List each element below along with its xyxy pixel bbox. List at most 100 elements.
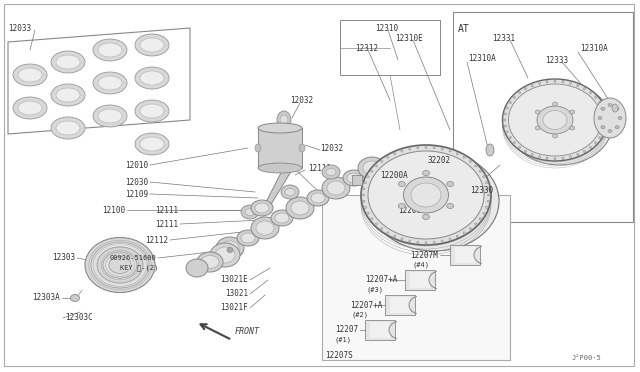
Text: 12303A: 12303A — [32, 294, 60, 302]
Text: 12111: 12111 — [155, 219, 178, 228]
Ellipse shape — [280, 115, 288, 125]
Text: 12312: 12312 — [355, 44, 378, 52]
Ellipse shape — [281, 185, 299, 199]
Ellipse shape — [602, 131, 605, 133]
Text: 12310E: 12310E — [395, 33, 423, 42]
Bar — [390, 297, 410, 313]
Ellipse shape — [552, 102, 557, 106]
Ellipse shape — [584, 87, 586, 90]
Ellipse shape — [109, 257, 131, 273]
Ellipse shape — [486, 144, 494, 156]
Bar — [385, 295, 415, 315]
Ellipse shape — [251, 200, 273, 216]
Ellipse shape — [380, 160, 383, 162]
Ellipse shape — [271, 210, 293, 226]
Ellipse shape — [93, 72, 127, 94]
Ellipse shape — [595, 142, 597, 144]
Ellipse shape — [425, 241, 427, 244]
Ellipse shape — [518, 146, 520, 149]
Ellipse shape — [608, 129, 612, 132]
Ellipse shape — [506, 107, 508, 109]
Ellipse shape — [366, 212, 369, 214]
Ellipse shape — [594, 98, 626, 138]
Ellipse shape — [598, 116, 602, 119]
Ellipse shape — [398, 203, 405, 208]
Text: 12109: 12109 — [125, 189, 148, 199]
Ellipse shape — [447, 182, 454, 186]
Ellipse shape — [601, 126, 605, 129]
Ellipse shape — [361, 145, 491, 245]
Ellipse shape — [441, 147, 444, 150]
Bar — [455, 247, 475, 263]
Bar — [450, 245, 480, 265]
Ellipse shape — [258, 163, 302, 173]
Ellipse shape — [135, 100, 169, 122]
Ellipse shape — [546, 157, 548, 160]
Ellipse shape — [275, 134, 285, 142]
Ellipse shape — [479, 218, 482, 220]
Text: (#3): (#3) — [367, 287, 384, 293]
Ellipse shape — [475, 223, 477, 225]
Ellipse shape — [504, 113, 507, 115]
Text: 12310: 12310 — [375, 23, 398, 32]
Ellipse shape — [327, 181, 345, 195]
Ellipse shape — [140, 137, 164, 151]
Ellipse shape — [506, 131, 508, 133]
Ellipse shape — [509, 84, 602, 156]
Ellipse shape — [241, 205, 259, 219]
Ellipse shape — [543, 110, 567, 129]
Bar — [405, 270, 435, 290]
Ellipse shape — [245, 208, 255, 215]
Ellipse shape — [584, 150, 586, 153]
Ellipse shape — [538, 155, 540, 158]
Ellipse shape — [93, 39, 127, 61]
Text: 12032: 12032 — [320, 144, 343, 153]
Ellipse shape — [504, 125, 507, 127]
Ellipse shape — [277, 111, 291, 129]
Ellipse shape — [291, 201, 309, 215]
Ellipse shape — [380, 228, 383, 230]
Text: 12333: 12333 — [545, 55, 568, 64]
Ellipse shape — [186, 259, 208, 277]
Text: 12100: 12100 — [102, 205, 125, 215]
Ellipse shape — [463, 155, 465, 158]
Ellipse shape — [513, 142, 515, 144]
Ellipse shape — [237, 230, 259, 246]
Ellipse shape — [538, 81, 540, 84]
Text: 13021: 13021 — [225, 289, 248, 298]
Polygon shape — [8, 28, 190, 134]
Ellipse shape — [369, 151, 499, 251]
Bar — [365, 320, 395, 340]
Ellipse shape — [535, 126, 540, 130]
Ellipse shape — [135, 34, 169, 56]
Ellipse shape — [311, 193, 325, 203]
Ellipse shape — [197, 252, 223, 272]
Text: 12310A: 12310A — [580, 44, 608, 52]
Ellipse shape — [56, 55, 80, 69]
Ellipse shape — [227, 247, 233, 253]
Ellipse shape — [417, 146, 419, 149]
Ellipse shape — [508, 83, 612, 165]
Ellipse shape — [449, 149, 451, 152]
Ellipse shape — [456, 152, 459, 155]
Bar — [258, 128, 302, 168]
Bar — [453, 12, 633, 222]
Ellipse shape — [456, 235, 459, 238]
Text: 12207S: 12207S — [325, 350, 353, 359]
Ellipse shape — [221, 241, 239, 255]
Ellipse shape — [485, 206, 488, 208]
Ellipse shape — [577, 153, 579, 156]
Ellipse shape — [97, 247, 143, 283]
Text: (#2): (#2) — [352, 312, 369, 318]
Ellipse shape — [509, 101, 511, 103]
Text: 13021F: 13021F — [220, 304, 248, 312]
Ellipse shape — [51, 84, 85, 106]
Text: 12207: 12207 — [335, 326, 358, 334]
Ellipse shape — [370, 170, 373, 172]
Ellipse shape — [363, 161, 381, 175]
Ellipse shape — [570, 81, 572, 84]
Ellipse shape — [93, 105, 127, 127]
Ellipse shape — [618, 116, 622, 119]
Ellipse shape — [589, 146, 592, 149]
Ellipse shape — [135, 67, 169, 89]
